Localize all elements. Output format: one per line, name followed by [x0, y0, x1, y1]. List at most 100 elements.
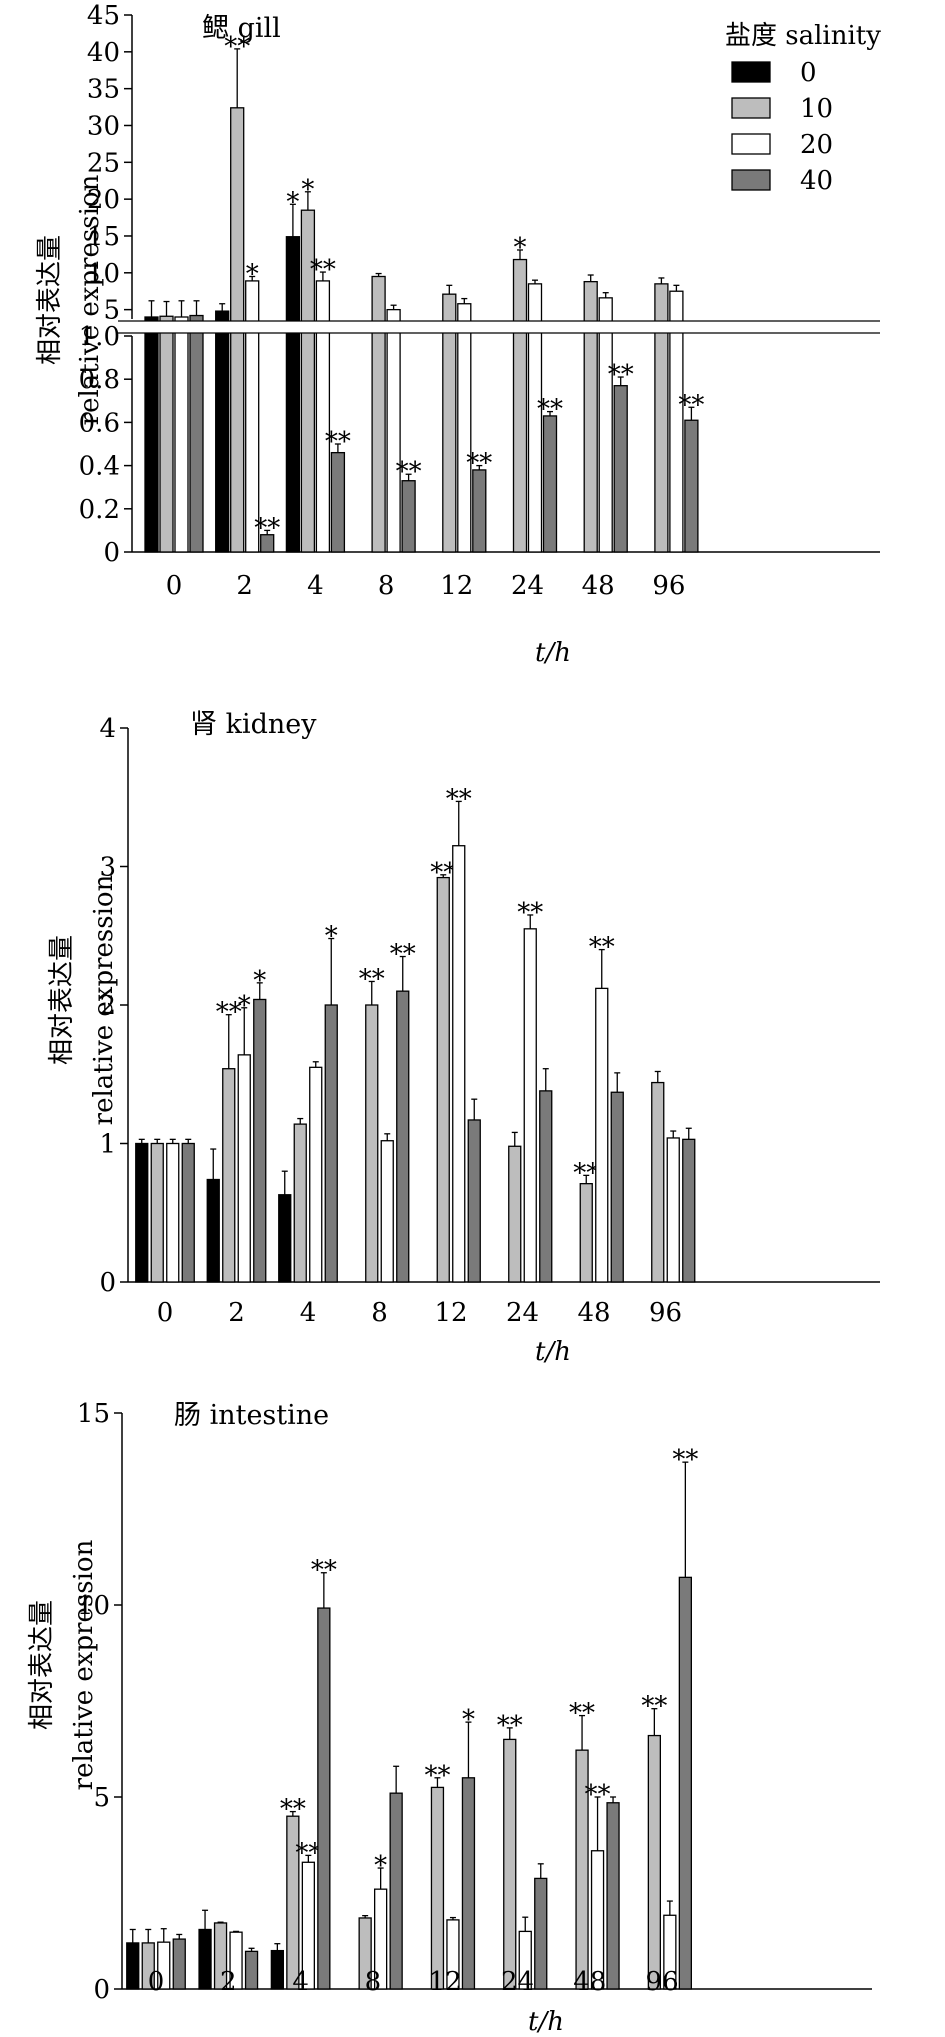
- bar-20-0: [166, 1142, 180, 1283]
- bar-10-24: [503, 1738, 517, 1990]
- bar-40-12: [472, 469, 487, 553]
- bar-20-0: [174, 316, 189, 553]
- bar-20-48: [598, 297, 613, 553]
- gill-ytick-label: 35: [87, 75, 120, 105]
- xtick-2: 2: [228, 1298, 245, 1328]
- gill-ytick-label: 0: [103, 538, 120, 568]
- bar-0-2: [215, 310, 230, 553]
- legend-label-40: 40: [800, 166, 833, 196]
- bar-10-4: [293, 1123, 307, 1283]
- ytick-label: 0: [93, 1975, 110, 2005]
- significance-10-8: **: [359, 964, 385, 994]
- xtick-96: 96: [652, 571, 685, 601]
- bar-10-8: [365, 1004, 379, 1283]
- xtick-96: 96: [649, 1298, 682, 1328]
- gill-ytick-label: 1.0: [79, 322, 120, 352]
- ytick-label: 0: [99, 1268, 116, 1298]
- gill-ytick-label: 25: [87, 148, 120, 178]
- bar-0-0: [135, 1142, 149, 1283]
- xtick-24: 24: [506, 1298, 539, 1328]
- bar-20-24: [523, 928, 537, 1283]
- bar-10-0: [159, 315, 174, 553]
- bar-40-8: [389, 1792, 403, 1990]
- legend-label-10: 10: [800, 94, 833, 124]
- bar-10-96: [647, 1734, 661, 1990]
- xtick-24: 24: [511, 571, 544, 601]
- xtick-8: 8: [378, 571, 395, 601]
- bar-40-24: [542, 415, 558, 553]
- bar-40-96: [682, 1138, 696, 1283]
- intestine-ylabel-en: relative expression: [69, 1539, 99, 1790]
- bar-40-12: [461, 1777, 476, 1990]
- bar-40-8: [396, 990, 410, 1283]
- legend-swatch-10: [731, 97, 771, 119]
- legend: 盐度 salinity 0 10 20 40: [725, 21, 881, 196]
- significance-20-48: **: [589, 933, 615, 963]
- intestine-ylabel-zh: 相对表达量: [27, 1600, 57, 1730]
- gill-plot: 00.20.40.60.81.0510152025303540450*****2…: [79, 1, 880, 601]
- intestine-title: 肠 intestine: [174, 1400, 329, 1431]
- bar-40-8: [401, 480, 416, 553]
- bar-40-4: [324, 1004, 338, 1283]
- bar-0-2: [206, 1178, 220, 1283]
- kidney-ylabel-en: relative expression: [89, 874, 119, 1125]
- significance-40-96: **: [678, 390, 704, 420]
- gill-ytick-label: 15: [87, 222, 120, 252]
- bar-20-12: [452, 845, 466, 1283]
- xtick-12: 12: [434, 1298, 467, 1328]
- bar-40-4: [330, 451, 346, 553]
- significance-10-12: **: [424, 1761, 450, 1791]
- axis-break-gap: [118, 321, 880, 333]
- significance-40-24: **: [537, 395, 563, 425]
- significance-10-12: **: [430, 858, 456, 888]
- significance-10-2: **: [224, 32, 250, 62]
- gill-ytick-label: 0.2: [79, 495, 120, 525]
- significance-20-48: **: [585, 1780, 611, 1810]
- bar-40-0: [181, 1142, 195, 1283]
- ytick-label: 15: [77, 1399, 110, 1429]
- gill-ylabel-en: relative expression: [75, 174, 105, 425]
- significance-20-24: **: [517, 898, 543, 928]
- bar-20-2: [237, 1054, 251, 1283]
- legend-swatch-0: [731, 61, 771, 83]
- gill-ytick-label: 0.8: [79, 365, 120, 395]
- gill-ytick-label: 20: [87, 185, 120, 215]
- bar-40-2: [253, 998, 267, 1283]
- significance-10-4: *: [301, 175, 314, 205]
- legend-label-20: 20: [800, 130, 833, 160]
- gill-ytick-label: 0.4: [79, 452, 120, 482]
- xtick-96: 96: [646, 1967, 679, 1997]
- xtick-4: 4: [292, 1967, 309, 1997]
- xtick-12: 12: [440, 571, 473, 601]
- bar-10-12: [430, 1786, 445, 1990]
- bar-40-48: [610, 1091, 624, 1283]
- bar-40-48: [606, 1802, 620, 1990]
- gill-ytick-label: 30: [87, 111, 120, 141]
- kidney-panel: 肾 kidney 相对表达量 relative expression t/h 0…: [47, 709, 880, 1367]
- bar-40-48: [613, 385, 628, 553]
- significance-20-8: *: [374, 1851, 387, 1881]
- xtick-48: 48: [577, 1298, 610, 1328]
- ytick-label: 2: [99, 991, 116, 1021]
- intestine-xlabel: t/h: [528, 2007, 564, 2037]
- bar-0-4: [285, 236, 301, 553]
- significance-40-8: **: [390, 940, 416, 970]
- ytick-label: 3: [99, 853, 116, 883]
- significance-10-2: **: [216, 998, 242, 1028]
- gill-panel: 鳃 gill 相对表达量 relative expression t/h 盐度 …: [35, 1, 881, 668]
- bar-0-0: [126, 1942, 140, 1990]
- kidney-title: 肾 kidney: [190, 709, 317, 740]
- bar-20-96: [666, 1137, 680, 1283]
- legend-title: 盐度 salinity: [725, 21, 881, 51]
- bar-10-8: [371, 275, 386, 553]
- bar-20-12: [457, 303, 472, 553]
- legend-swatch-20: [731, 133, 771, 155]
- xtick-2: 2: [220, 1967, 237, 1997]
- significance-40-48: **: [608, 360, 634, 390]
- significance-10-48: **: [569, 1699, 595, 1729]
- bar-40-4: [317, 1607, 331, 1990]
- xtick-2: 2: [236, 571, 253, 601]
- bar-10-2: [222, 1068, 236, 1283]
